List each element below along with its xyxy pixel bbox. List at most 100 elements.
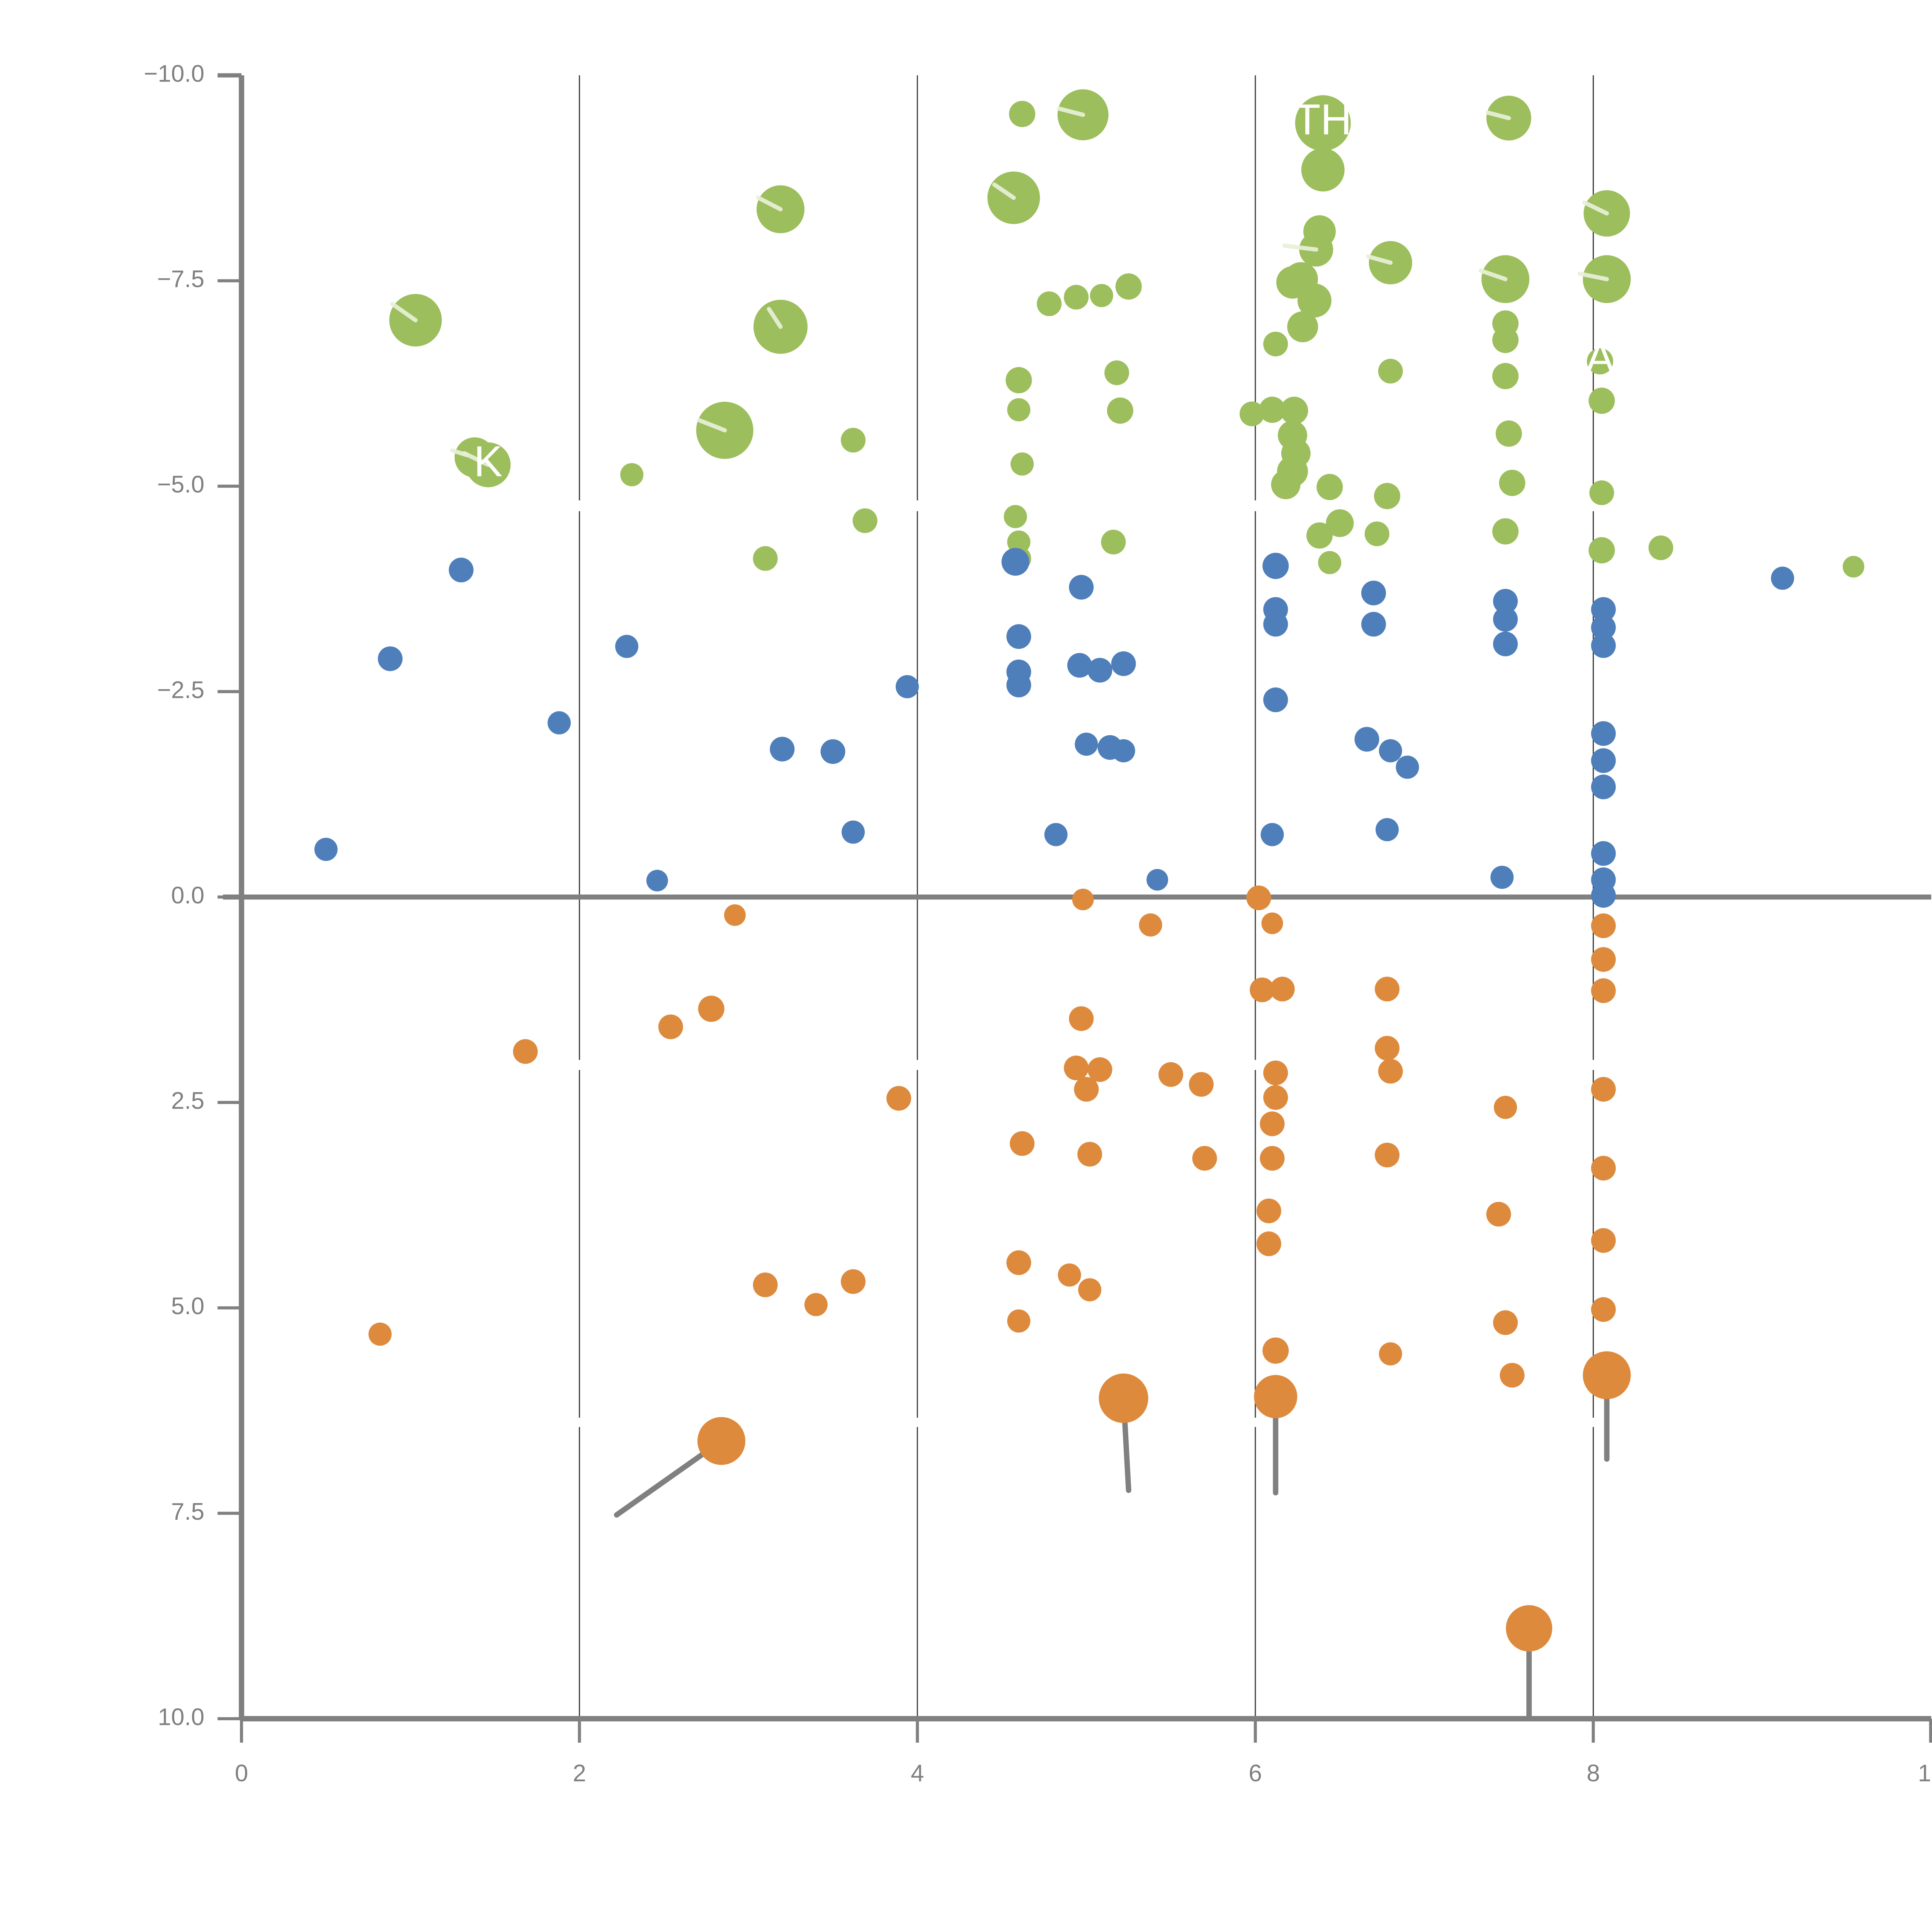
bubble-marker[interactable] — [1271, 469, 1301, 499]
bubble-marker[interactable] — [1591, 978, 1616, 1003]
bubble-marker[interactable] — [1493, 607, 1518, 632]
bubble-marker[interactable] — [1074, 1077, 1099, 1102]
bubble-marker[interactable] — [1254, 1375, 1298, 1418]
bubble-marker[interactable] — [1306, 522, 1333, 549]
bubble-marker[interactable] — [770, 736, 795, 762]
bubble-marker[interactable] — [1361, 612, 1386, 637]
bubble-marker[interactable] — [1591, 721, 1616, 746]
bubble-marker[interactable] — [753, 1272, 778, 1298]
bubble-marker[interactable] — [1492, 363, 1519, 389]
bubble-marker[interactable] — [548, 711, 571, 735]
bubble-marker[interactable] — [1261, 912, 1283, 934]
bubble-marker[interactable] — [1069, 1006, 1094, 1031]
bubble-marker[interactable] — [1354, 727, 1379, 752]
bubble-marker[interactable] — [1379, 1342, 1402, 1366]
bubble-marker[interactable] — [1490, 866, 1514, 889]
bubble-marker[interactable] — [1078, 1278, 1102, 1301]
bubble-marker[interactable] — [1262, 553, 1289, 579]
bubble-marker[interactable] — [620, 463, 644, 486]
bubble-marker[interactable] — [1492, 327, 1519, 353]
bubble-marker[interactable] — [1044, 823, 1068, 846]
bubble-marker[interactable] — [1001, 548, 1029, 576]
bubble-marker[interactable] — [1374, 976, 1400, 1002]
bubble-marker[interactable] — [646, 869, 668, 891]
bubble-marker[interactable] — [1090, 284, 1113, 307]
bubble-marker[interactable] — [1583, 1351, 1631, 1400]
bubble-marker[interactable] — [1486, 1202, 1511, 1227]
bubble-marker[interactable] — [698, 995, 724, 1022]
bubble-marker[interactable] — [1006, 624, 1031, 649]
bubble-marker[interactable] — [852, 508, 878, 533]
bubble-marker[interactable] — [1263, 1085, 1288, 1110]
bubble-marker[interactable] — [1492, 518, 1519, 545]
bubble-markers-group[interactable] — [314, 89, 1864, 1652]
bubble-marker[interactable] — [804, 1293, 828, 1316]
bubble-marker[interactable] — [1591, 947, 1616, 972]
bubble-marker[interactable] — [1587, 348, 1613, 375]
bubble-marker[interactable] — [1591, 1228, 1616, 1253]
bubble-marker[interactable] — [1006, 1250, 1031, 1275]
bubble-marker[interactable] — [1270, 976, 1295, 1002]
bubble-marker[interactable] — [1378, 1059, 1403, 1084]
bubble-marker[interactable] — [1189, 1072, 1214, 1097]
bubble-marker[interactable] — [1250, 977, 1275, 1002]
bubble-marker[interactable] — [1075, 732, 1098, 756]
bubble-marker[interactable] — [1260, 823, 1284, 846]
bubble-marker[interactable] — [1379, 739, 1402, 762]
bubble-marker[interactable] — [378, 646, 403, 671]
bubble-marker[interactable] — [1007, 1309, 1031, 1333]
bubble-marker[interactable] — [1374, 1143, 1400, 1168]
bubble-marker[interactable] — [1087, 1057, 1112, 1082]
bubble-marker[interactable] — [1260, 1111, 1285, 1136]
bubble-marker[interactable] — [820, 739, 845, 764]
bubble-marker[interactable] — [1263, 1060, 1288, 1085]
bubble-marker[interactable] — [1374, 1036, 1400, 1061]
bubble-marker[interactable] — [1077, 1142, 1102, 1167]
bubble-marker[interactable] — [1112, 739, 1135, 762]
bubble-marker[interactable] — [753, 546, 778, 571]
bubble-marker[interactable] — [1276, 266, 1309, 299]
bubble-marker[interactable] — [1591, 883, 1616, 908]
bubble-marker[interactable] — [1280, 396, 1308, 425]
bubble-marker[interactable] — [1361, 580, 1386, 605]
bubble-marker[interactable] — [1087, 658, 1112, 683]
bubble-marker[interactable] — [1494, 1095, 1517, 1119]
bubble-marker[interactable] — [1246, 885, 1271, 910]
bubble-marker[interactable] — [513, 1039, 538, 1064]
bubble-marker[interactable] — [1146, 869, 1168, 891]
bubble-marker[interactable] — [1010, 452, 1034, 476]
bubble-marker[interactable] — [1192, 1146, 1217, 1171]
bubble-marker[interactable] — [1263, 597, 1288, 622]
bubble-marker[interactable] — [1591, 615, 1616, 640]
bubble-marker[interactable] — [1240, 401, 1265, 427]
bubble-marker[interactable] — [724, 904, 746, 926]
bubble-marker[interactable] — [1588, 388, 1615, 414]
bubble-marker[interactable] — [1107, 397, 1133, 424]
bubble-marker[interactable] — [1067, 653, 1092, 678]
bubble-marker[interactable] — [1591, 633, 1616, 658]
bubble-marker[interactable] — [842, 820, 865, 844]
bubble-marker[interactable] — [1499, 469, 1526, 496]
bubble-marker[interactable] — [1378, 359, 1403, 384]
bubble-marker[interactable] — [1263, 332, 1288, 357]
bubble-marker[interactable] — [1591, 1156, 1616, 1181]
bubble-marker[interactable] — [1591, 774, 1616, 799]
bubble-marker[interactable] — [1842, 556, 1864, 578]
bubble-marker[interactable] — [1591, 597, 1616, 622]
bubble-marker[interactable] — [1256, 1231, 1281, 1256]
bubble-marker[interactable] — [1287, 311, 1318, 342]
bubble-marker[interactable] — [1591, 841, 1616, 866]
bubble-marker[interactable] — [1111, 651, 1136, 676]
bubble-marker[interactable] — [1010, 1131, 1035, 1156]
bubble-marker[interactable] — [1589, 480, 1614, 505]
bubble-marker[interactable] — [1005, 367, 1032, 393]
bubble-marker[interactable] — [1301, 148, 1345, 192]
bubble-marker[interactable] — [1260, 1146, 1285, 1171]
bubble-marker[interactable] — [886, 1086, 912, 1111]
bubble-marker[interactable] — [449, 558, 474, 583]
bubble-marker[interactable] — [314, 838, 338, 861]
bubble-marker[interactable] — [1262, 1337, 1289, 1364]
bubble-marker[interactable] — [1069, 575, 1094, 600]
bubble-marker[interactable] — [1316, 474, 1343, 500]
bubble-marker[interactable] — [1375, 818, 1399, 842]
